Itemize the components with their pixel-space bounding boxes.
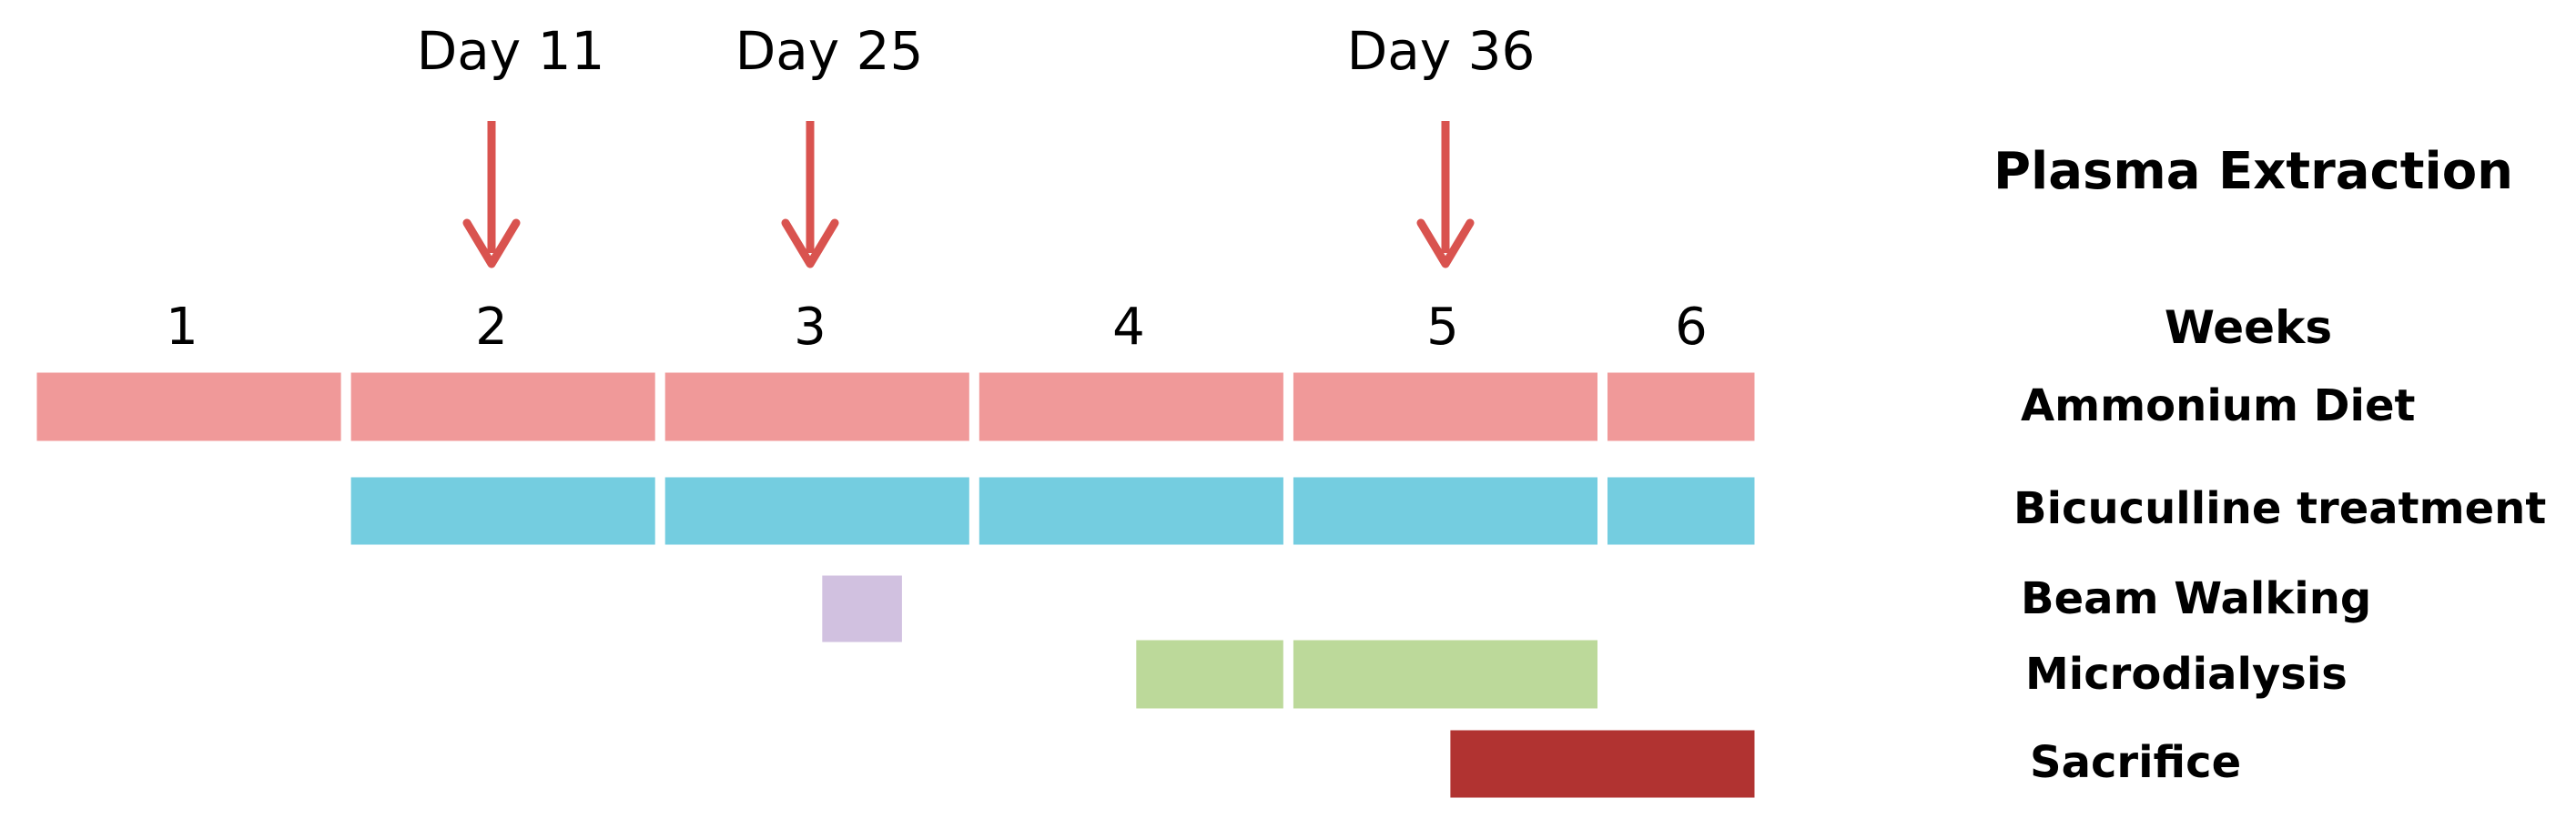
ammonium-segment-5 — [1290, 369, 1601, 444]
microdialysis-label: Microdialysis — [2025, 649, 2348, 700]
week-number-1: 1 — [166, 298, 198, 357]
day-label-day-11: Day 11 — [417, 20, 605, 82]
plasma-extraction-arrows — [462, 121, 1475, 268]
week-number-6: 6 — [1675, 298, 1708, 357]
bicuculline-segment-3 — [976, 474, 1286, 548]
weeks-label: Weeks — [2165, 301, 2332, 354]
ammonium-segment-2 — [348, 369, 658, 444]
ammonium-segment-1 — [34, 369, 344, 444]
day-label-day-25: Day 25 — [735, 20, 924, 82]
down-arrow-icon — [462, 121, 521, 268]
week-number-5: 5 — [1426, 298, 1459, 357]
day-label-day-36: Day 36 — [1347, 20, 1536, 82]
bicuculline-segment-4 — [1290, 474, 1601, 548]
bicuculline-treatment-label: Bicuculline treatment — [2013, 483, 2546, 534]
week-number-2: 2 — [475, 298, 508, 357]
ammonium-segment-6 — [1605, 369, 1758, 444]
plasma-extraction-label: Plasma Extraction — [1993, 142, 2513, 201]
beam-walking-label: Beam Walking — [2021, 573, 2371, 624]
bicuculline-segment-2 — [662, 474, 972, 548]
arrow-head — [1416, 218, 1475, 268]
bicuculline-segment-1 — [348, 474, 658, 548]
sacrifice-label: Sacrifice — [2030, 737, 2241, 788]
ammonium-diet-label: Ammonium Diet — [2021, 380, 2415, 431]
micro-segment-1 — [1133, 637, 1286, 712]
week-number-4: 4 — [1112, 298, 1145, 357]
arrow-head — [781, 218, 839, 268]
down-arrow-icon — [1416, 121, 1475, 268]
down-arrow-icon — [781, 121, 839, 268]
bicuculline-segment-5 — [1605, 474, 1758, 548]
micro-segment-2 — [1290, 637, 1601, 712]
sacrifice-segment-1 — [1447, 727, 1758, 801]
arrow-head — [462, 218, 521, 268]
ammonium-segment-4 — [976, 369, 1286, 444]
beam-segment-1 — [819, 572, 905, 645]
ammonium-segment-3 — [662, 369, 972, 444]
timeline-bars — [34, 369, 1758, 801]
week-number-3: 3 — [794, 298, 827, 357]
